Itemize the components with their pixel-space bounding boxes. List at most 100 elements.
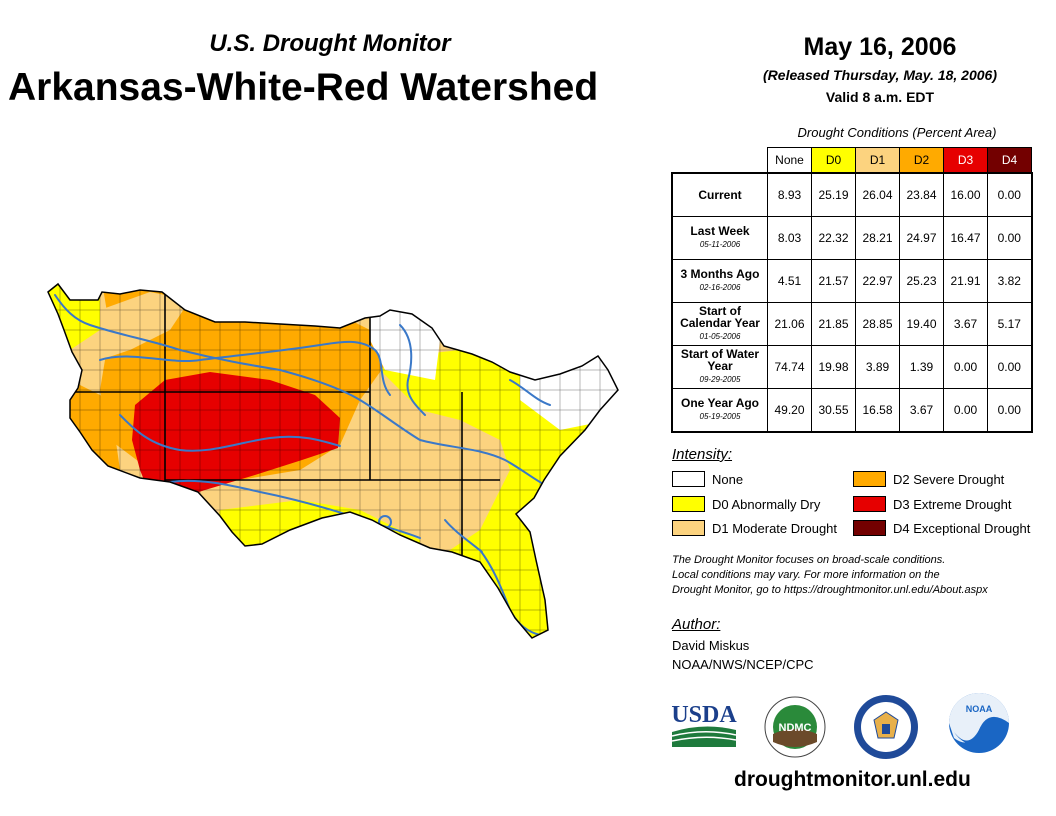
row-label-text: Start of Calendar Year (680, 304, 760, 330)
legend-title: Intensity: (672, 446, 733, 463)
legend-swatch (672, 520, 705, 536)
row-label-text: Start of Water Year (680, 347, 760, 373)
table-cell: 3.82 (987, 259, 1033, 303)
table-cell: 19.40 (899, 302, 944, 346)
commerce-seal-logo (854, 695, 918, 759)
column-header-d4: D4 (987, 147, 1032, 174)
table-cell: 22.32 (811, 216, 856, 260)
table-cell: 0.00 (943, 345, 988, 389)
author-heading: Author: (672, 616, 721, 633)
legend-label: D1 Moderate Drought (712, 520, 838, 536)
table-cell: 4.51 (767, 259, 812, 303)
row-label: Last Week 05-11-2006 (671, 216, 768, 260)
header-blank (672, 148, 768, 174)
legend-swatch (853, 471, 886, 487)
legend-swatch (672, 496, 705, 512)
table-cell: 16.00 (943, 172, 988, 217)
table-row-last-week: Last Week 05-11-2006 8.03 22.32 28.21 24.… (671, 216, 1033, 260)
table-cell: 28.85 (855, 302, 900, 346)
note-line: Drought Monitor, go to https://droughtmo… (672, 584, 988, 596)
table-row-start-of-water-year: Start of Water Year 09-29-2005 74.74 19.9… (671, 345, 1033, 389)
row-label-text: One Year Ago (680, 396, 760, 410)
row-label: Start of Water Year 09-29-2005 (671, 345, 768, 389)
table-cell: 16.47 (943, 216, 988, 260)
table-cell: 16.58 (855, 388, 900, 433)
table-cell: 25.19 (811, 172, 856, 217)
map-date: May 16, 2006 (803, 33, 957, 61)
row-label-date: 09-29-2005 (699, 375, 741, 384)
table-cell: 21.85 (811, 302, 856, 346)
table-cell: 3.67 (899, 388, 944, 433)
usda-logo-text: USDA (671, 702, 737, 728)
row-label-text: Last Week (690, 224, 750, 238)
row-label: One Year Ago 05-19-2005 (671, 388, 768, 433)
row-label-date: 02-16-2006 (699, 283, 741, 292)
row-label-date: 05-19-2005 (699, 412, 741, 421)
table-row-start-of-calendar-year: Start of Calendar Year 01-05-2006 21.06 2… (671, 302, 1033, 346)
table-cell: 21.57 (811, 259, 856, 303)
table-cell: 3.89 (855, 345, 900, 389)
table-cell: 0.00 (987, 172, 1033, 217)
table-cell: 28.21 (855, 216, 900, 260)
column-header-d1: D1 (855, 147, 900, 174)
table-cell: 8.03 (767, 216, 812, 260)
table-cell: 5.17 (987, 302, 1033, 346)
table-cell: 23.84 (899, 172, 944, 217)
row-label-text: 3 Months Ago (680, 267, 760, 281)
map-subtitle: U.S. Drought Monitor (209, 30, 451, 57)
table-row-one-year-ago: One Year Ago 05-19-2005 49.20 30.55 16.58… (671, 388, 1033, 433)
table-cell: 22.97 (855, 259, 900, 303)
map-title: Arkansas-White-Red Watershed (8, 66, 599, 109)
table-cell: 21.06 (767, 302, 812, 346)
noaa-logo-text: NOAA (966, 704, 993, 714)
table-cell: 24.97 (899, 216, 944, 260)
legend-item-none: None (672, 471, 743, 487)
table-cell: 49.20 (767, 388, 812, 433)
table-cell: 0.00 (943, 388, 988, 433)
table-cell: 3.67 (943, 302, 988, 346)
legend-label: D0 Abnormally Dry (712, 496, 821, 512)
row-label-text: Current (698, 188, 742, 202)
table-cell: 19.98 (811, 345, 856, 389)
note-line: The Drought Monitor focuses on broad-sca… (672, 554, 946, 566)
legend-label: D4 Exceptional Drought (893, 520, 1031, 536)
table-cell: 21.91 (943, 259, 988, 303)
ndmc-logo-text: NDMC (779, 722, 812, 734)
legend-item-d3: D3 Extreme Drought (853, 496, 1012, 512)
watershed-map (47, 282, 619, 639)
disclaimer-note: The Drought Monitor focuses on broad-sca… (672, 553, 1052, 598)
row-label: 3 Months Ago 02-16-2006 (671, 259, 768, 303)
table-cell: 8.93 (767, 172, 812, 217)
table-cell: 74.74 (767, 345, 812, 389)
legend-label: D2 Severe Drought (893, 471, 1005, 487)
ndmc-logo: NDMC (764, 696, 826, 758)
table-cell: 30.55 (811, 388, 856, 433)
release-date: (Released Thursday, May. 18, 2006) (763, 67, 997, 83)
legend-swatch (672, 471, 705, 487)
usda-logo: USDA (671, 702, 737, 747)
table-cell: 25.23 (899, 259, 944, 303)
table-cell: 0.00 (987, 216, 1033, 260)
noaa-logo: NOAA (949, 693, 1009, 753)
drought-conditions-table: None D0 D1 D2 D3 D4 Current 8.93 25.19 2… (671, 147, 1033, 433)
legend-label: D3 Extreme Drought (893, 496, 1012, 512)
table-header-row: None D0 D1 D2 D3 D4 (672, 147, 1032, 174)
note-line: Local conditions may vary. For more info… (672, 569, 940, 581)
table-cell: 0.00 (987, 345, 1033, 389)
website-url[interactable]: droughtmonitor.unl.edu (734, 768, 971, 791)
legend-swatch (853, 520, 886, 536)
table-cell: 26.04 (855, 172, 900, 217)
legend-item-d0: D0 Abnormally Dry (672, 496, 820, 512)
author-name: David Miskus (672, 638, 750, 653)
column-header-d2: D2 (899, 147, 944, 174)
legend-swatch (853, 496, 886, 512)
row-label: Current (671, 172, 768, 217)
column-header-d0: D0 (811, 147, 856, 174)
row-label: Start of Calendar Year 01-05-2006 (671, 302, 768, 346)
table-row-3-months-ago: 3 Months Ago 02-16-2006 4.51 21.57 22.97 … (671, 259, 1033, 303)
legend-item-d1: D1 Moderate Drought (672, 520, 837, 536)
table-cell: 0.00 (987, 388, 1033, 433)
author-organization: NOAA/NWS/NCEP/CPC (672, 657, 814, 672)
column-header-d3: D3 (943, 147, 988, 174)
valid-time: Valid 8 a.m. EDT (825, 89, 935, 105)
